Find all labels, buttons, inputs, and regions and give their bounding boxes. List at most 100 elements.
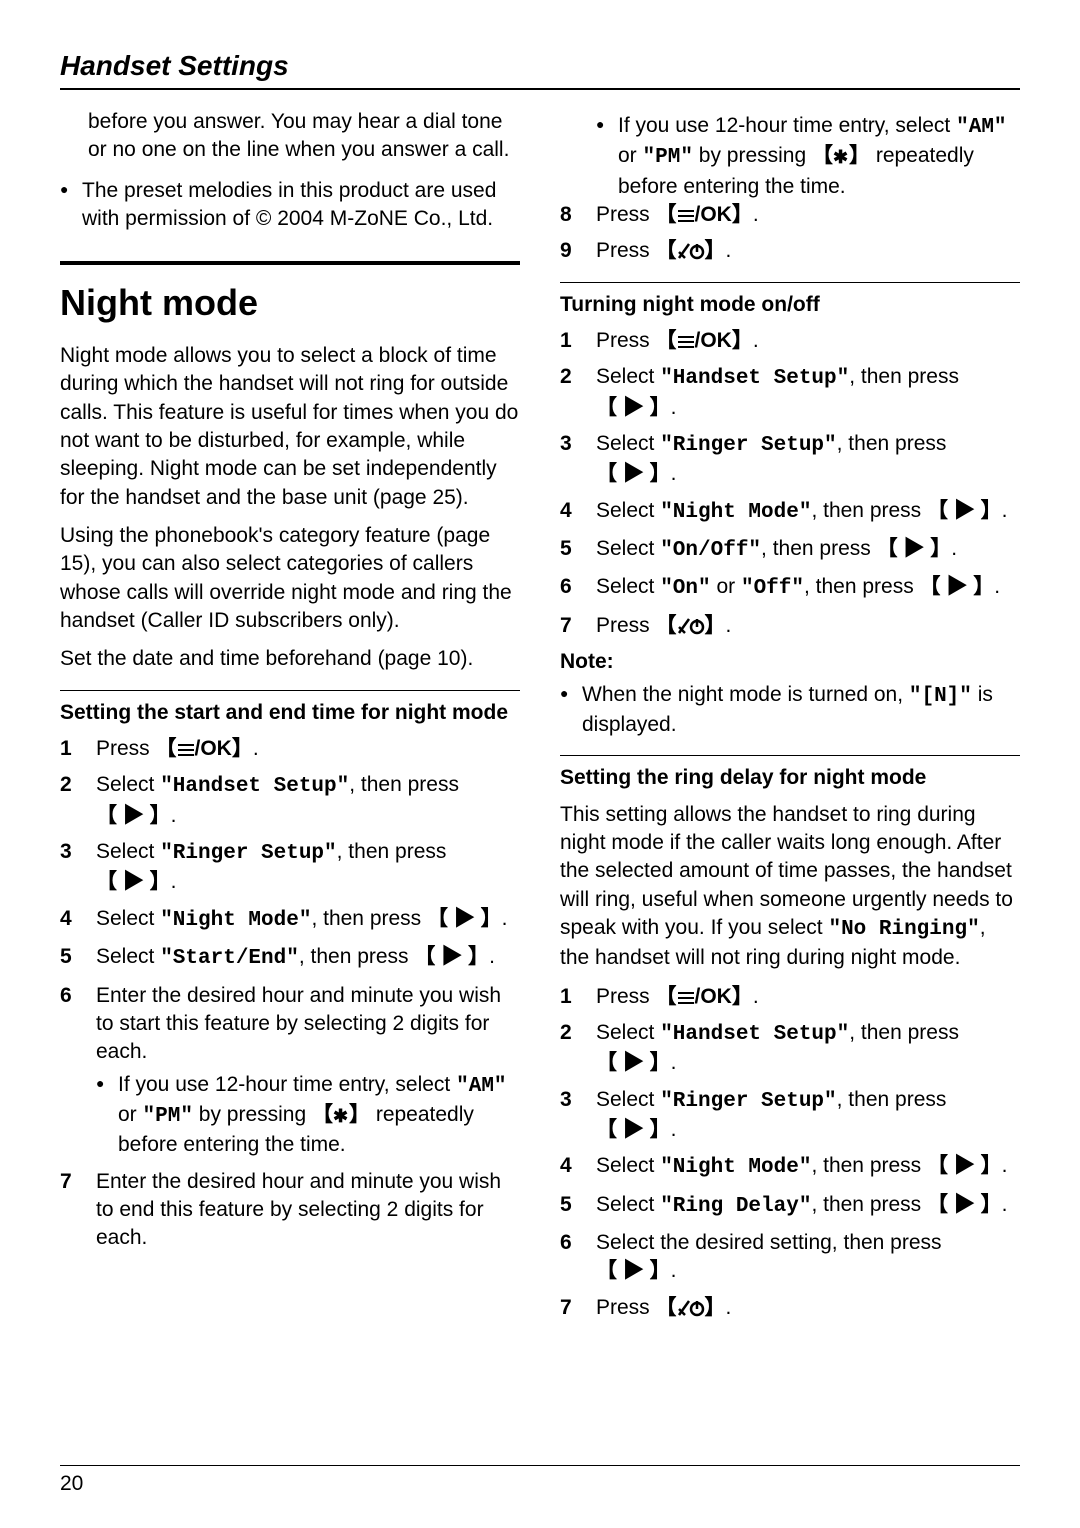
sub2-step7: 7 Press 【】. bbox=[560, 612, 1020, 640]
pm: "PM" bbox=[643, 146, 693, 169]
t: , then press bbox=[849, 1021, 959, 1044]
intro-para-3: Set the date and time beforehand (page 1… bbox=[60, 645, 520, 673]
sub3-step4: 4 Select "Night Mode", then press 【 ▶ 】. bbox=[560, 1152, 1020, 1182]
t: , then press bbox=[811, 1154, 927, 1177]
t: Select bbox=[596, 575, 660, 598]
sub1-step7: 7 Enter the desired hour and minute you … bbox=[60, 1168, 520, 1253]
t: , then press bbox=[837, 1088, 947, 1111]
v: "Ring Delay" bbox=[660, 1195, 811, 1218]
sub3-step2: 2 Select "Handset Setup", then press 【 ▶… bbox=[560, 1019, 1020, 1078]
t: Select bbox=[596, 1021, 660, 1044]
sub3-intro: This setting allows the handset to ring … bbox=[560, 801, 1020, 973]
t: Select bbox=[596, 499, 660, 522]
t: , then press bbox=[311, 907, 427, 930]
sub2-title: Turning night mode on/off bbox=[560, 291, 1020, 319]
t: , then press bbox=[804, 575, 920, 598]
v: "Handset Setup" bbox=[160, 775, 349, 798]
t: Select bbox=[596, 1154, 660, 1177]
right-icon: 【 ▶ 】 bbox=[927, 1193, 1002, 1216]
intro-para-2: Using the phonebook's category feature (… bbox=[60, 522, 520, 635]
t: If you use 12-hour time entry, select bbox=[118, 1073, 456, 1096]
right-icon: 【 ▶ 】 bbox=[96, 804, 171, 827]
menu-ok-icon: 【/OK】 bbox=[656, 203, 753, 226]
v: "Night Mode" bbox=[660, 501, 811, 524]
intro-para-1: Night mode allows you to select a block … bbox=[60, 342, 520, 512]
sub1-step4: 4 Select "Night Mode", then press 【 ▶ 】. bbox=[60, 905, 520, 935]
sub3-title: Setting the ring delay for night mode bbox=[560, 764, 1020, 792]
t: Enter the desired hour and minute you wi… bbox=[96, 984, 501, 1064]
v: "Handset Setup" bbox=[660, 367, 849, 390]
sub1-step6: 6 Enter the desired hour and minute you … bbox=[60, 982, 520, 1160]
v: "Ringer Setup" bbox=[660, 1090, 836, 1113]
off: "Off" bbox=[741, 577, 804, 600]
t: Press bbox=[596, 1296, 656, 1319]
right-icon: 【 ▶ 】 bbox=[96, 870, 171, 893]
t: Enter the desired hour and minute you wi… bbox=[96, 1170, 501, 1250]
divider bbox=[560, 282, 1020, 283]
right-icon: 【 ▶ 】 bbox=[596, 396, 671, 419]
right-icon: 【 ▶ 】 bbox=[596, 1051, 671, 1074]
sub1-step2: 2 Select "Handset Setup", then press 【 ▶… bbox=[60, 771, 520, 830]
t: , then press bbox=[299, 945, 415, 968]
cont-step7-bullet-wrap: If you use 12-hour time entry, select "A… bbox=[560, 112, 1020, 201]
step9: 9 Press 【】. bbox=[560, 237, 1020, 265]
v: "Handset Setup" bbox=[660, 1023, 849, 1046]
sub3-step7: 7 Press 【】. bbox=[560, 1294, 1020, 1322]
svg-text:✱: ✱ bbox=[833, 149, 848, 165]
off-icon: 【】 bbox=[656, 614, 726, 637]
t: , then press bbox=[337, 840, 447, 863]
t: , then press bbox=[811, 499, 927, 522]
v: "Ringer Setup" bbox=[160, 842, 336, 865]
off-icon: 【】 bbox=[656, 1296, 726, 1319]
page-number: 20 bbox=[60, 1465, 1020, 1496]
cont-bullet: If you use 12-hour time entry, select "A… bbox=[596, 112, 1020, 201]
t: , then press bbox=[849, 365, 959, 388]
sub1-step5: 5 Select "Start/End", then press 【 ▶ 】. bbox=[60, 943, 520, 973]
t: Select bbox=[96, 840, 160, 863]
continued-text-1: before you answer. You may hear a dial t… bbox=[60, 108, 520, 165]
t: Select the desired setting, then press bbox=[596, 1231, 942, 1254]
left-column: before you answer. You may hear a dial t… bbox=[60, 108, 520, 1330]
off-icon: 【】 bbox=[656, 239, 726, 262]
t: , then press bbox=[811, 1193, 927, 1216]
divider bbox=[560, 755, 1020, 756]
right-icon: 【 ▶ 】 bbox=[927, 499, 1002, 522]
step8: 8 Press 【/OK】. bbox=[560, 201, 1020, 229]
sub1-step1: 1 Press 【/OK】. bbox=[60, 735, 520, 763]
t: If you use 12-hour time entry, select bbox=[618, 114, 956, 137]
t: Select bbox=[96, 945, 160, 968]
am: "AM" bbox=[956, 116, 1006, 139]
t: Press bbox=[596, 239, 656, 262]
svg-text:✱: ✱ bbox=[333, 1108, 348, 1124]
right-icon: 【 ▶ 】 bbox=[920, 575, 995, 598]
right-icon: 【 ▶ 】 bbox=[877, 537, 952, 560]
right-icon: 【 ▶ 】 bbox=[596, 462, 671, 485]
t: Press bbox=[596, 203, 656, 226]
am: "AM" bbox=[456, 1075, 506, 1098]
sub1-title: Setting the start and end time for night… bbox=[60, 699, 520, 727]
sub3-step1: 1 Press 【/OK】. bbox=[560, 983, 1020, 1011]
t: Press bbox=[596, 614, 656, 637]
sub2-step2: 2 Select "Handset Setup", then press 【 ▶… bbox=[560, 363, 1020, 422]
sub1-step3: 3 Select "Ringer Setup", then press 【 ▶ … bbox=[60, 838, 520, 897]
t: Press bbox=[596, 985, 656, 1008]
on: "On" bbox=[660, 577, 710, 600]
v: "No Ringing" bbox=[828, 918, 979, 941]
t: by pressing bbox=[693, 144, 812, 167]
sub2-step6: 6 Select "On" or "Off", then press 【 ▶ 】… bbox=[560, 573, 1020, 603]
t: Press bbox=[596, 329, 656, 352]
v: "Night Mode" bbox=[660, 1156, 811, 1179]
t: or bbox=[118, 1103, 143, 1126]
t: or bbox=[711, 575, 741, 598]
pm: "PM" bbox=[143, 1105, 193, 1128]
t: by pressing bbox=[193, 1103, 312, 1126]
v: "Ringer Setup" bbox=[660, 434, 836, 457]
section-rule bbox=[60, 261, 520, 265]
t: or bbox=[618, 144, 643, 167]
right-icon: 【 ▶ 】 bbox=[596, 1259, 671, 1282]
menu-ok-icon: 【/OK】 bbox=[656, 985, 753, 1008]
page-header: Handset Settings bbox=[60, 50, 1020, 90]
melody-note: The preset melodies in this product are … bbox=[60, 177, 520, 234]
note-bullet: When the night mode is turned on, "[N]" … bbox=[560, 681, 1020, 740]
sub3-step3: 3 Select "Ringer Setup", then press 【 ▶ … bbox=[560, 1086, 1020, 1145]
